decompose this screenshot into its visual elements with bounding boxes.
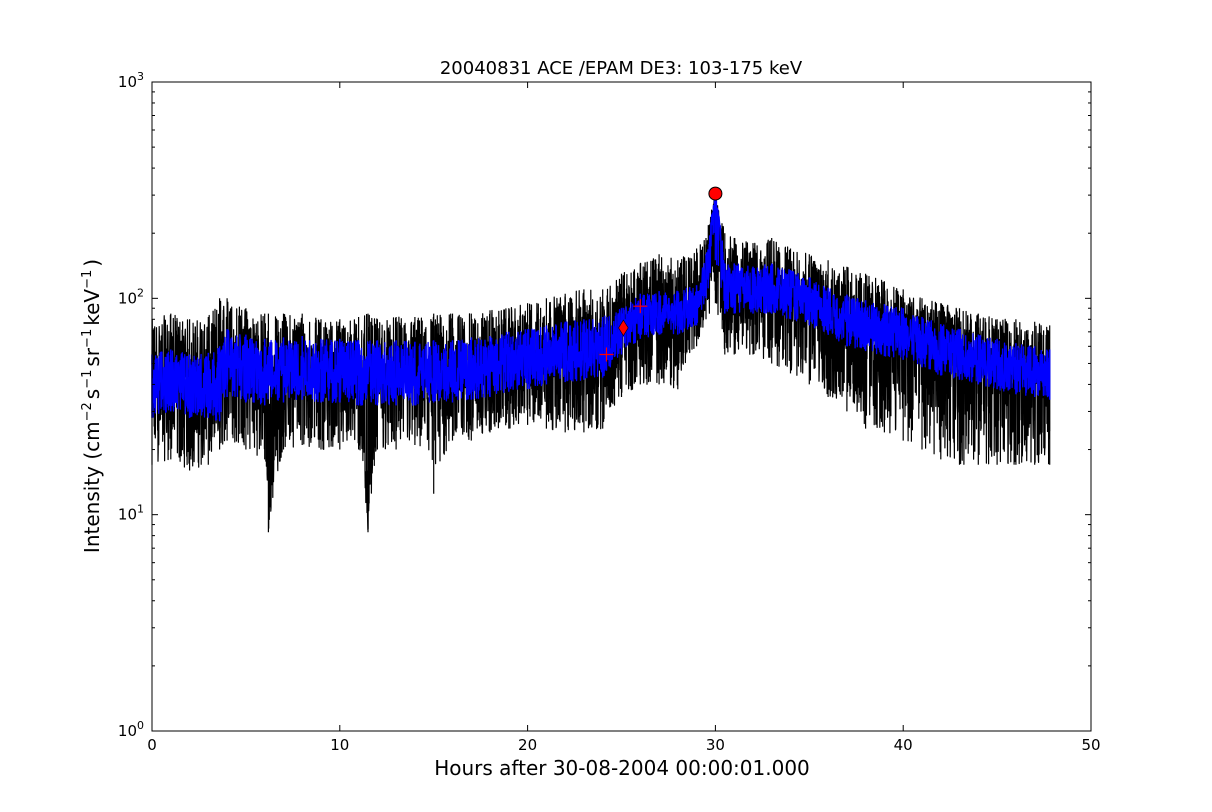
plot-frame (151, 81, 1092, 732)
x-tick-label-4: 40 (894, 736, 913, 754)
x-tick-label-2: 20 (518, 736, 537, 754)
x-tick-label-3: 30 (706, 736, 725, 754)
chart-title: 20040831 ACE /EPAM DE3: 103-175 keV (440, 58, 803, 79)
y-tick-label-3: 103 (118, 70, 144, 91)
plus-marker-3 (599, 347, 614, 362)
y-tick-label-0: 100 (118, 719, 144, 740)
marker-layer (599, 186, 723, 362)
y-tick-label-2: 102 (118, 286, 144, 307)
y-axis-label-mid3: keV (80, 289, 104, 326)
y-axis-label-mid2: sr (80, 347, 104, 366)
y-axis-label-end: ) (80, 259, 104, 267)
plus-marker-2 (633, 299, 648, 314)
peak-circle-marker (708, 186, 723, 201)
series-layer (151, 193, 1051, 533)
x-tick-label-1: 10 (330, 736, 349, 754)
y-axis-label: Intensity (cm−2s−1sr−1keV−1) (80, 259, 104, 553)
onset-diamond-marker (618, 319, 629, 337)
y-axis-label-exp4: −1 (80, 270, 95, 289)
y-tick-label-1: 101 (118, 503, 144, 524)
y-axis-label-base: Intensity (cm (80, 421, 104, 553)
x-axis-label: Hours after 30-08-2004 00:00:01.000 (434, 756, 810, 780)
tick-layer: 0 10 20 30 40 50 100 101 102 103 (118, 70, 1101, 754)
y-axis-label-exp3: −1 (80, 329, 95, 348)
x-tick-label-5: 50 (1081, 736, 1100, 754)
y-axis-label-mid1: s (80, 389, 104, 399)
y-axis-label-exp1: −2 (80, 402, 95, 421)
x-tick-label-0: 0 (147, 736, 157, 754)
y-axis-label-exp2: −1 (80, 370, 95, 389)
